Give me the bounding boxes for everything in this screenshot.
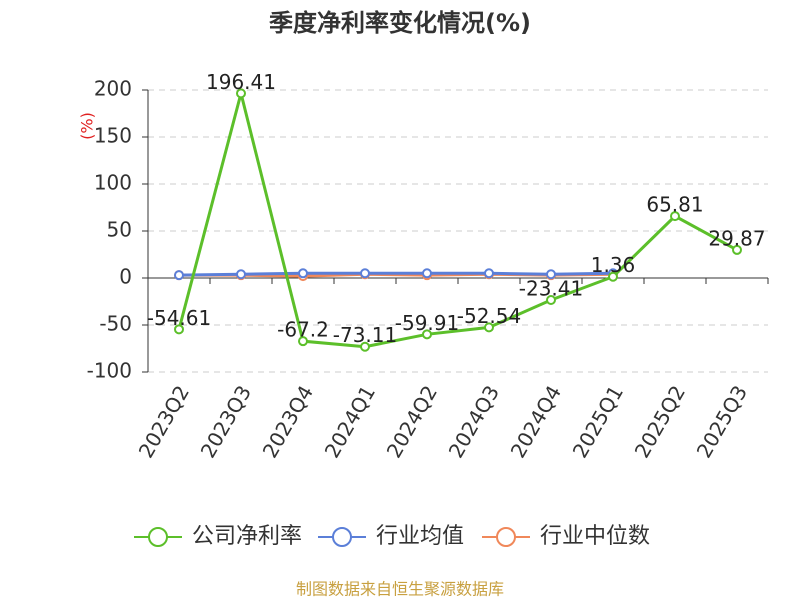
legend-marker bbox=[148, 527, 168, 547]
data-label: -59.91 bbox=[395, 311, 459, 335]
point bbox=[360, 341, 370, 352]
series-line bbox=[178, 271, 614, 277]
y-tick-label: 150 bbox=[94, 124, 132, 148]
source: 制图数据来自恒生聚源数据库 bbox=[296, 580, 504, 599]
point bbox=[546, 269, 556, 280]
x-tick-label: 2024Q1 bbox=[320, 381, 380, 462]
y-tick-label: 50 bbox=[107, 218, 132, 242]
series-line bbox=[177, 92, 738, 349]
point bbox=[484, 268, 494, 279]
point bbox=[236, 88, 246, 99]
legend-label: 行业均值 bbox=[376, 524, 464, 549]
legend-marker bbox=[332, 527, 352, 547]
data-label: 65.81 bbox=[646, 193, 703, 217]
point bbox=[174, 324, 184, 335]
x-tick-label: 2025Q1 bbox=[568, 381, 628, 462]
point bbox=[670, 211, 680, 222]
point bbox=[608, 271, 618, 282]
y-tick-label: 200 bbox=[94, 77, 132, 101]
data-label: 29.87 bbox=[708, 226, 765, 250]
data-label: -52.54 bbox=[457, 304, 521, 328]
y-tick-label: -50 bbox=[99, 312, 132, 336]
legend-label: 公司净利率 bbox=[192, 524, 302, 549]
y-tick-label: 100 bbox=[94, 171, 132, 195]
x-tick-label: 2023Q2 bbox=[134, 381, 194, 462]
x-tick-label: 2025Q3 bbox=[692, 381, 752, 462]
x-tick-label: 2024Q2 bbox=[382, 381, 442, 462]
point bbox=[298, 268, 308, 279]
x-tick-label: 2024Q4 bbox=[506, 381, 566, 462]
point bbox=[360, 268, 370, 279]
y-tick-label: -100 bbox=[87, 359, 132, 383]
data-label: -23.41 bbox=[519, 277, 583, 301]
chart-title: 季度净利率变化情况(%) bbox=[269, 9, 531, 37]
y-axis-label: (%) bbox=[78, 112, 97, 140]
data-label: -67.2 bbox=[277, 318, 329, 342]
x-tick-label: 2023Q4 bbox=[258, 381, 318, 462]
point bbox=[546, 295, 556, 306]
y-tick-label: 0 bbox=[119, 265, 132, 289]
point bbox=[298, 336, 308, 347]
legend-label: 行业中位数 bbox=[540, 524, 650, 549]
point bbox=[422, 268, 432, 279]
x-tick-label: 2025Q2 bbox=[630, 381, 690, 462]
x-tick-label: 2024Q3 bbox=[444, 381, 504, 462]
point bbox=[484, 322, 494, 333]
point bbox=[174, 270, 184, 281]
point bbox=[236, 269, 246, 280]
legend-marker bbox=[496, 527, 516, 547]
data-label: 196.41 bbox=[206, 70, 276, 94]
point bbox=[732, 244, 742, 255]
data-label: 1.36 bbox=[591, 253, 636, 277]
data-label: -73.11 bbox=[333, 323, 397, 347]
point bbox=[422, 329, 432, 340]
x-tick-label: 2023Q3 bbox=[196, 381, 256, 462]
data-label: -54.61 bbox=[147, 306, 211, 330]
